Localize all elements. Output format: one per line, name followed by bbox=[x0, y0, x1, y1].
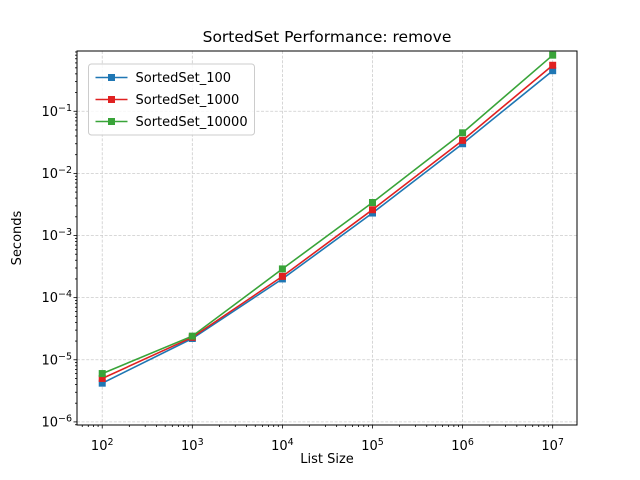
legend-label: SortedSet_10000 bbox=[136, 115, 248, 130]
data-point-marker bbox=[549, 67, 557, 75]
data-point-marker bbox=[459, 129, 467, 137]
data-point-marker bbox=[368, 198, 376, 206]
y-tick-label: 10−1 bbox=[41, 103, 72, 120]
legend-label: SortedSet_1000 bbox=[136, 93, 240, 108]
legend: SortedSet_100 SortedSet_1000 SortedSet_100… bbox=[88, 63, 255, 136]
data-point-marker bbox=[278, 265, 286, 273]
legend-entry: SortedSet_10000 bbox=[95, 115, 248, 130]
data-point-marker bbox=[368, 206, 376, 214]
legend-entry: SortedSet_100 bbox=[95, 71, 232, 86]
plot-border bbox=[76, 50, 578, 426]
axis-tick-labels: 102 103 104 105 106 107 10−6 10−5 10−4 10−3 10−2 10… bbox=[41, 103, 564, 454]
grid-lines bbox=[77, 51, 577, 425]
x-tick-label: 107 bbox=[541, 437, 564, 454]
series-SortedSet_10000 bbox=[98, 51, 557, 378]
legend-entry: SortedSet_1000 bbox=[95, 93, 240, 108]
legend-marker bbox=[108, 118, 115, 125]
y-tick-label: 10−4 bbox=[41, 289, 72, 306]
y-axis-label: Seconds bbox=[10, 210, 25, 265]
y-tick-label: 10−3 bbox=[41, 227, 72, 244]
data-point-marker bbox=[278, 272, 286, 280]
data-point-marker bbox=[98, 379, 106, 387]
legend-label: SortedSet_100 bbox=[136, 71, 232, 86]
data-point-marker bbox=[459, 136, 467, 144]
chart-title: SortedSet Performance: remove bbox=[203, 28, 452, 46]
data-point-marker bbox=[188, 332, 196, 340]
series-line bbox=[101, 54, 554, 375]
data-point-marker bbox=[549, 61, 557, 69]
data-point-marker bbox=[98, 370, 106, 378]
series-line bbox=[101, 64, 554, 380]
x-tick-label: 102 bbox=[91, 437, 114, 454]
legend-marker bbox=[108, 74, 115, 81]
x-axis-label: List Size bbox=[300, 452, 354, 467]
x-tick-label: 105 bbox=[361, 437, 384, 454]
series-line bbox=[101, 70, 554, 384]
x-tick-label: 104 bbox=[271, 437, 294, 454]
data-point-marker bbox=[549, 51, 557, 59]
x-tick-label: 106 bbox=[451, 437, 474, 454]
legend-box bbox=[88, 63, 255, 136]
data-series bbox=[98, 51, 557, 387]
x-tick-label: 103 bbox=[181, 437, 204, 454]
y-tick-label: 10−2 bbox=[41, 165, 72, 182]
y-tick-label: 10−6 bbox=[41, 413, 72, 430]
y-tick-label: 10−5 bbox=[41, 351, 72, 368]
data-point-marker bbox=[98, 374, 106, 382]
legend-marker bbox=[108, 96, 115, 103]
